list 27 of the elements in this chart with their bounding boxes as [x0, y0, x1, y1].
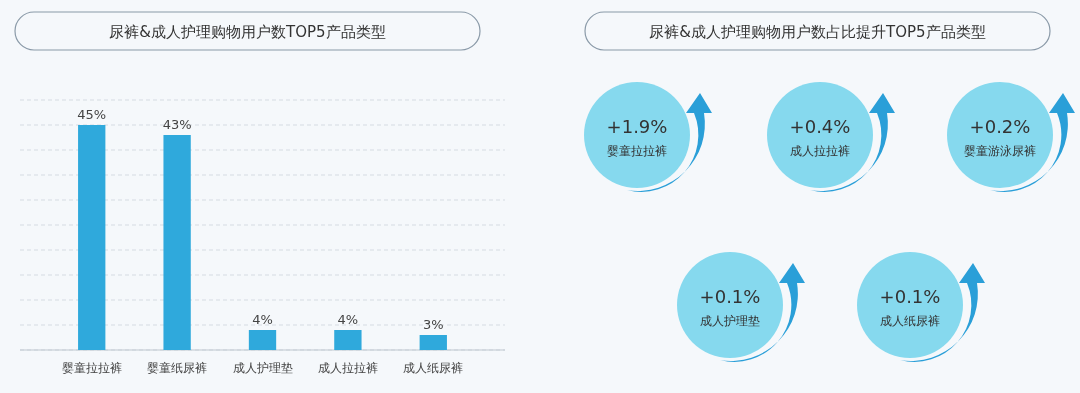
chart-title: 尿裤&成人护理购物用户数TOP5产品类型 — [109, 23, 386, 41]
category-label: 成人护理垫 — [700, 314, 760, 328]
text: +0.1% — [879, 286, 941, 307]
data-label: 3% — [422, 317, 444, 332]
bar — [419, 335, 447, 350]
category-label: 成人纸尿裤 — [880, 314, 940, 328]
x-tick-label: 婴童拉拉裤 — [61, 361, 122, 375]
text: +1.9% — [606, 116, 668, 137]
bar — [248, 330, 277, 350]
x-tick-label: 成人护理垫 — [232, 361, 293, 375]
data-label: 43% — [162, 117, 192, 132]
category-label: 成人拉拉裤 — [790, 144, 850, 158]
text: +0.1% — [699, 286, 761, 307]
x-tick-label: 成人纸尿裤 — [403, 361, 464, 375]
category-label: 婴童拉拉裤 — [607, 144, 667, 158]
text: +0.2% — [969, 116, 1031, 137]
text: +0.4% — [789, 116, 851, 137]
data-label: 45% — [77, 107, 107, 122]
bar — [334, 330, 362, 350]
x-tick-label: 成人拉拉裤 — [317, 361, 378, 375]
data-label: 4% — [252, 312, 273, 327]
bar — [78, 125, 106, 350]
text: 尿裤&成人护理购物用户数占比提升TOP5产品类型 — [649, 23, 986, 41]
bar — [163, 135, 191, 350]
category-label: 婴童游泳尿裤 — [964, 144, 1036, 158]
x-tick-label: 婴童纸尿裤 — [147, 361, 208, 375]
data-label: 4% — [337, 312, 359, 327]
